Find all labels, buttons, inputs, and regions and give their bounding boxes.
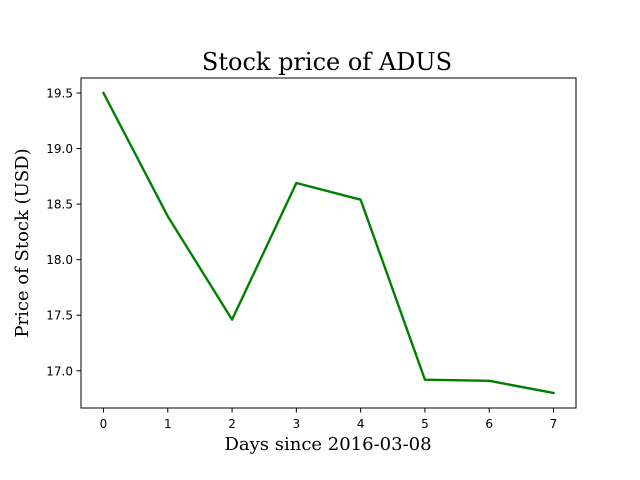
y-axis-label: Price of Stock (USD)	[12, 148, 33, 337]
chart-title: Stock price of ADUS	[202, 48, 452, 76]
x-tick-label: 1	[164, 417, 172, 431]
plot-frame	[80, 77, 577, 409]
y-tick-label: 17.5	[46, 309, 73, 323]
y-tick-label: 18.0	[46, 253, 73, 267]
y-tick-label: 18.5	[46, 198, 73, 212]
x-tick-label: 4	[357, 417, 365, 431]
y-tick-label: 17.0	[46, 364, 73, 378]
x-tick-label: 6	[485, 417, 493, 431]
x-tick-label: 2	[228, 417, 236, 431]
x-axis-ticks: 0 1 2 3 4 5 6 7	[100, 408, 558, 431]
x-axis-label: Days since 2016-03-08	[224, 434, 431, 455]
plot-area	[80, 77, 577, 409]
y-tick-label: 19.0	[46, 142, 73, 156]
y-axis-ticks: 17.0 17.5 18.0 18.5 19.0 19.5	[46, 87, 81, 378]
x-tick-label: 5	[421, 417, 429, 431]
series-line-0	[101, 91, 555, 395]
x-tick-label: 3	[293, 417, 301, 431]
x-tick-label: 7	[550, 417, 558, 431]
x-tick-label: 0	[100, 417, 108, 431]
y-tick-label: 19.5	[46, 87, 73, 101]
